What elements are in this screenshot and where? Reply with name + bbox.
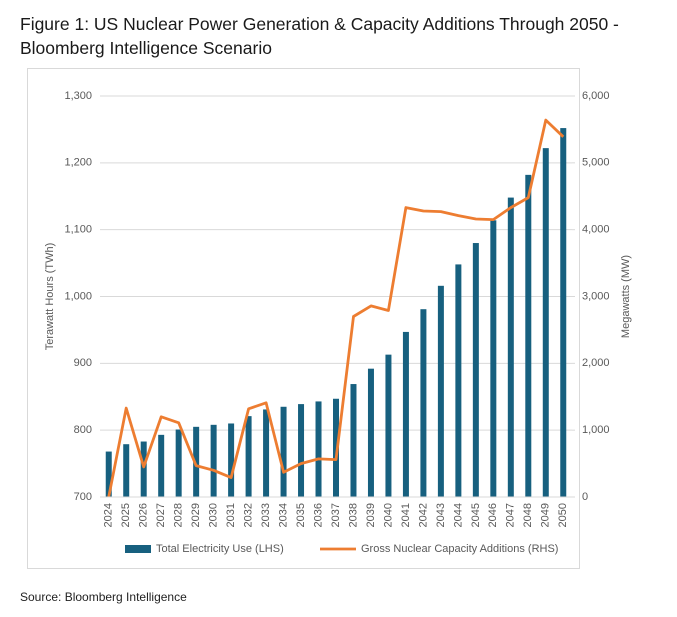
y-tick-label: 900: [74, 357, 92, 369]
x-tick-label: 2034: [277, 503, 289, 527]
y2-axis-title: Megawatts (MW): [620, 255, 632, 338]
y2-tick-label: 1,000: [582, 424, 610, 436]
x-tick-label: 2036: [312, 503, 324, 527]
bar: [210, 424, 217, 497]
y-tick-label: 700: [74, 491, 92, 503]
legend-swatch: [125, 545, 151, 553]
x-tick-label: 2030: [208, 503, 220, 527]
bar: [175, 429, 182, 497]
bar: [193, 426, 200, 497]
x-tick-label: 2048: [522, 503, 534, 527]
bar: [542, 148, 549, 497]
legend-label: Total Electricity Use (LHS): [156, 543, 284, 555]
x-tick-label: 2044: [452, 503, 464, 527]
x-tick-label: 2046: [487, 503, 499, 527]
bar: [123, 444, 130, 497]
line: [107, 118, 565, 498]
y2-tick-label: 2,000: [582, 357, 610, 369]
chart-title: Figure 1: US Nuclear Power Generation & …: [20, 14, 619, 58]
bar: [228, 423, 235, 497]
x-tick-label: 2042: [417, 503, 429, 527]
y-tick-label: 800: [74, 424, 92, 436]
y2-tick-label: 4,000: [582, 224, 610, 236]
x-tick-label: 2031: [225, 503, 237, 527]
bar: [298, 404, 305, 497]
x-tick-label: 2033: [260, 503, 272, 527]
y-tick-label: 1,000: [64, 290, 92, 302]
x-tick-label: 2024: [103, 503, 115, 527]
x-tick-label: 2037: [330, 503, 342, 527]
bar: [507, 197, 514, 497]
y-axis-title: Terawatt Hours (TWh): [44, 243, 56, 351]
x-tick-label: 2035: [295, 503, 307, 527]
x-tick-label: 2032: [242, 503, 254, 527]
bar: [350, 384, 357, 497]
bar: [385, 354, 392, 497]
x-tick-label: 2043: [435, 503, 447, 527]
y2-tick-label: 6,000: [582, 90, 610, 102]
x-tick-label: 2039: [365, 503, 377, 527]
x-tick-label: 2038: [347, 503, 359, 527]
bar: [560, 128, 567, 497]
legend-label: Gross Nuclear Capacity Additions (RHS): [361, 543, 558, 555]
x-tick-label: 2025: [120, 503, 132, 527]
bar: [315, 401, 322, 497]
x-tick-label: 2049: [540, 503, 552, 527]
bar: [245, 416, 252, 497]
bar: [490, 220, 497, 497]
y2-tick-label: 5,000: [582, 157, 610, 169]
x-tick-label: 2028: [173, 503, 185, 527]
x-tick-label: 2050: [557, 503, 569, 527]
bar: [140, 441, 147, 497]
bar: [105, 451, 112, 497]
y2-tick-label: 3,000: [582, 290, 610, 302]
bar: [525, 174, 532, 497]
source-note: Source: Bloomberg Intelligence: [20, 590, 187, 604]
y-tick-label: 1,100: [64, 224, 92, 236]
x-tick-label: 2041: [400, 503, 412, 527]
chart-frame: [27, 68, 580, 569]
x-tick-label: 2040: [382, 503, 394, 527]
x-tick-label: 2047: [505, 503, 517, 527]
bar: [455, 264, 462, 497]
x-tick-label: 2029: [190, 503, 202, 527]
bar: [280, 406, 287, 497]
bar: [402, 331, 409, 497]
x-tick-label: 2027: [155, 503, 167, 527]
bar: [367, 368, 374, 497]
bar: [158, 434, 165, 497]
x-tick-label: 2045: [470, 503, 482, 527]
bar: [420, 309, 427, 497]
y-tick-label: 1,200: [64, 157, 92, 169]
bar: [472, 243, 479, 497]
bar: [437, 285, 444, 497]
x-tick-label: 2026: [138, 503, 150, 527]
bar: [333, 398, 339, 497]
y-tick-label: 1,300: [64, 90, 92, 102]
bar: [263, 409, 270, 497]
y2-tick-label: 0: [582, 491, 588, 503]
